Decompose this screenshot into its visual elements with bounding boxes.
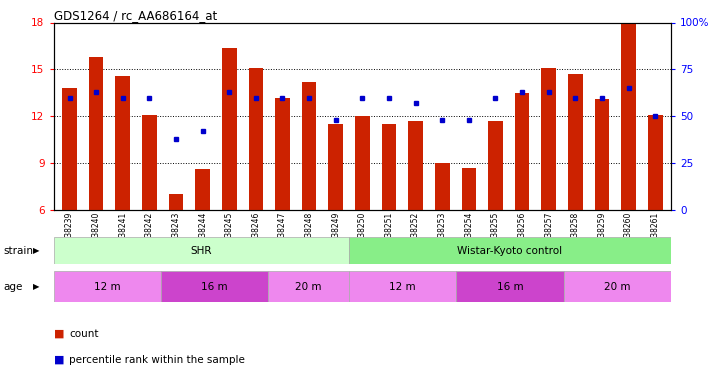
Text: strain: strain (4, 246, 34, 256)
Text: ▶: ▶ (33, 282, 39, 291)
Bar (54, 271, 161, 302)
Bar (621, 22, 636, 210)
Bar (456, 271, 564, 302)
Bar (515, 93, 529, 210)
Bar (54, 237, 349, 264)
Text: ■: ■ (54, 329, 64, 339)
Text: 16 m: 16 m (497, 282, 523, 291)
Text: GDS1264 / rc_AA686164_at: GDS1264 / rc_AA686164_at (54, 9, 217, 22)
Bar (595, 99, 609, 210)
Bar (355, 116, 370, 210)
Text: 16 m: 16 m (201, 282, 228, 291)
Bar (648, 115, 663, 210)
Bar (142, 115, 156, 210)
Bar (116, 76, 130, 210)
Bar (196, 170, 210, 210)
Bar (169, 194, 183, 210)
Text: 12 m: 12 m (94, 282, 121, 291)
Bar (349, 271, 456, 302)
Bar (541, 68, 556, 210)
Bar (488, 121, 503, 210)
Bar (435, 163, 450, 210)
Bar (302, 82, 316, 210)
Text: ■: ■ (54, 355, 64, 365)
Text: Wistar-Kyoto control: Wistar-Kyoto control (458, 246, 563, 256)
Bar (268, 271, 349, 302)
Text: 20 m: 20 m (296, 282, 322, 291)
Bar (62, 88, 77, 210)
Bar (161, 271, 268, 302)
Bar (564, 271, 671, 302)
Text: SHR: SHR (191, 246, 212, 256)
Text: 12 m: 12 m (389, 282, 416, 291)
Bar (382, 124, 396, 210)
Bar (568, 74, 583, 210)
Bar (461, 168, 476, 210)
Text: count: count (69, 329, 99, 339)
Bar (408, 121, 423, 210)
Text: age: age (4, 282, 23, 291)
Text: 20 m: 20 m (604, 282, 630, 291)
Text: ▶: ▶ (33, 246, 39, 255)
Bar (89, 57, 104, 210)
Bar (222, 48, 236, 210)
Bar (328, 124, 343, 210)
Bar (248, 68, 263, 210)
Text: percentile rank within the sample: percentile rank within the sample (69, 355, 245, 365)
Bar (349, 237, 671, 264)
Bar (275, 98, 290, 210)
